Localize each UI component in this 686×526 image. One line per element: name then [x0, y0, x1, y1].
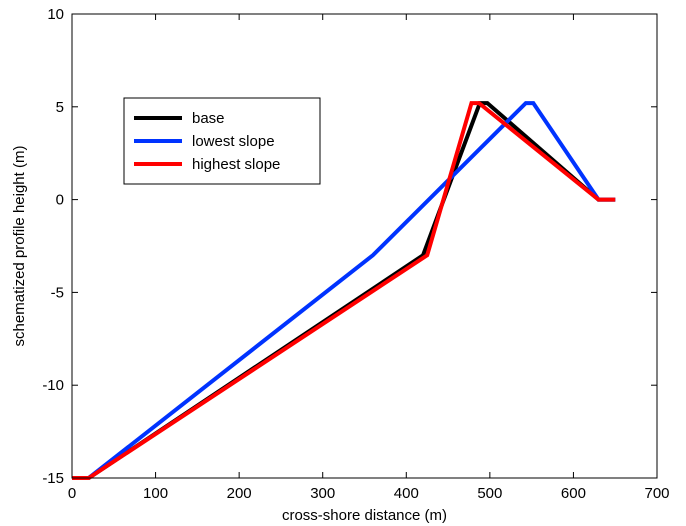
axis-ticks: 0 100 200 300 400 500 600 700 -15 -10 -5 0 5 10 [42, 6, 669, 502]
legend-label-base: base [192, 110, 225, 127]
legend: base lowest slope highest slope [123, 97, 321, 185]
y-tick-label: 0 [56, 192, 64, 209]
y-tick-label: 10 [47, 6, 64, 23]
y-tick-label: -5 [51, 284, 64, 301]
x-tick-label: 600 [561, 485, 586, 502]
x-tick-label: 700 [644, 485, 669, 502]
legend-label-lowest-slope: lowest slope [192, 133, 275, 150]
x-tick-label: 200 [227, 485, 252, 502]
y-tick-label: -15 [42, 470, 64, 487]
x-tick-label: 100 [143, 485, 168, 502]
x-tick-label: 300 [310, 485, 335, 502]
y-tick-label: -10 [42, 377, 64, 394]
y-tick-label: 5 [56, 99, 64, 116]
legend-label-highest-slope: highest slope [192, 156, 280, 173]
x-tick-label: 0 [68, 485, 76, 502]
x-tick-label: 500 [477, 485, 502, 502]
x-tick-label: 400 [394, 485, 419, 502]
plot-frame [71, 13, 658, 479]
x-axis-label: cross-shore distance (m) [282, 507, 447, 524]
y-axis-label: schematized profile height (m) [11, 146, 28, 347]
